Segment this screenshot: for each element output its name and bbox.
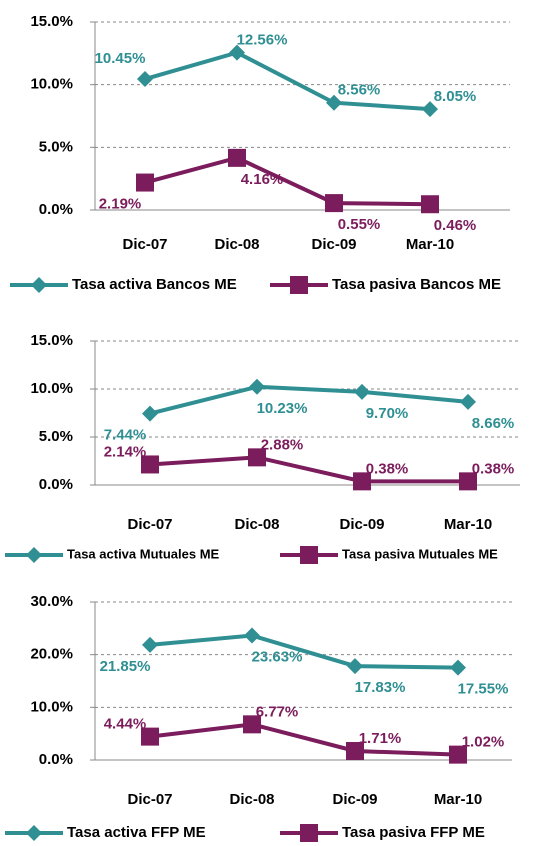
data-label: 6.77%: [256, 703, 299, 720]
data-label: 7.44%: [104, 427, 147, 444]
data-label: 8.56%: [338, 82, 381, 99]
data-label: 2.88%: [261, 436, 304, 453]
y-tick-label: 15.0%: [30, 13, 73, 30]
marker: [347, 658, 363, 675]
data-label: 17.83%: [355, 679, 406, 696]
legend-label: Tasa activa Bancos ME: [72, 276, 237, 293]
marker: [141, 727, 159, 746]
legend-label: Tasa activa FFP ME: [67, 824, 206, 841]
marker: [141, 455, 159, 474]
marker: [290, 276, 308, 294]
marker: [229, 44, 245, 61]
data-label: 4.16%: [241, 171, 284, 188]
y-tick-label: 15.0%: [30, 332, 73, 349]
y-tick-label: 0.0%: [39, 751, 73, 768]
y-tick-label: 30.0%: [30, 593, 73, 610]
marker: [325, 194, 343, 213]
y-tick-label: 10.0%: [30, 698, 73, 715]
data-label: 21.85%: [100, 658, 151, 675]
data-label: 0.38%: [366, 460, 409, 477]
line: [149, 384, 469, 416]
data-label: 10.23%: [257, 400, 308, 417]
marker: [142, 636, 158, 653]
data-label: 8.05%: [434, 88, 477, 105]
marker: [326, 94, 342, 111]
marker: [346, 741, 364, 760]
marker: [354, 383, 370, 400]
data-label: 1.71%: [359, 730, 402, 747]
marker: [26, 547, 42, 563]
line: [149, 633, 459, 670]
marker: [449, 745, 467, 764]
marker: [31, 277, 47, 293]
line: [144, 50, 431, 112]
marker: [421, 195, 439, 214]
legend-label: Tasa pasiva Mutuales ME: [342, 546, 498, 561]
x-tick-label: Mar-10: [444, 516, 492, 533]
data-label: 12.56%: [237, 32, 288, 49]
data-label: 8.66%: [472, 415, 515, 432]
legend-label: Tasa pasiva Bancos ME: [332, 276, 501, 293]
marker: [248, 448, 266, 467]
data-label: 2.14%: [104, 443, 147, 460]
y-tick-label: 20.0%: [30, 646, 73, 663]
marker: [450, 659, 466, 676]
y-tick-label: 10.0%: [30, 76, 73, 93]
line: [149, 455, 468, 484]
x-tick-label: Dic-07: [127, 791, 172, 808]
marker: [300, 824, 318, 842]
data-label: 0.38%: [472, 460, 515, 477]
data-label: 1.02%: [462, 734, 505, 751]
marker: [142, 405, 158, 422]
x-tick-label: Dic-08: [214, 236, 259, 253]
data-label: 23.63%: [252, 649, 303, 666]
x-tick-label: Dic-07: [122, 236, 167, 253]
data-label: 9.70%: [366, 405, 409, 422]
marker: [353, 472, 371, 491]
x-tick-label: Dic-08: [229, 791, 274, 808]
y-tick-label: 10.0%: [30, 380, 73, 397]
x-tick-label: Dic-08: [234, 516, 279, 533]
y-tick-label: 0.0%: [39, 201, 73, 218]
data-label: 10.45%: [95, 50, 146, 67]
data-label: 17.55%: [458, 681, 509, 698]
x-tick-label: Mar-10: [434, 791, 482, 808]
x-tick-label: Dic-09: [311, 236, 356, 253]
x-tick-label: Dic-09: [339, 516, 384, 533]
data-label: 2.19%: [99, 196, 142, 213]
y-tick-label: 0.0%: [39, 476, 73, 493]
marker: [26, 825, 42, 841]
legend-label: Tasa pasiva FFP ME: [342, 824, 485, 841]
x-tick-label: Mar-10: [406, 236, 454, 253]
line: [149, 722, 459, 757]
marker: [244, 627, 260, 644]
marker: [460, 393, 476, 410]
x-tick-label: Dic-09: [332, 791, 377, 808]
marker: [136, 173, 154, 192]
y-tick-label: 5.0%: [39, 428, 73, 445]
data-label: 0.55%: [338, 216, 381, 233]
data-label: 4.44%: [104, 716, 147, 733]
marker: [422, 101, 438, 118]
data-label: 0.46%: [434, 217, 477, 234]
marker: [459, 472, 477, 491]
x-tick-label: Dic-07: [127, 516, 172, 533]
marker: [137, 71, 153, 88]
marker: [228, 148, 246, 167]
marker: [249, 378, 265, 395]
marker: [243, 715, 261, 734]
y-tick-label: 5.0%: [39, 138, 73, 155]
marker: [300, 546, 318, 564]
legend-label: Tasa activa Mutuales ME: [67, 546, 220, 561]
line: [144, 155, 431, 207]
